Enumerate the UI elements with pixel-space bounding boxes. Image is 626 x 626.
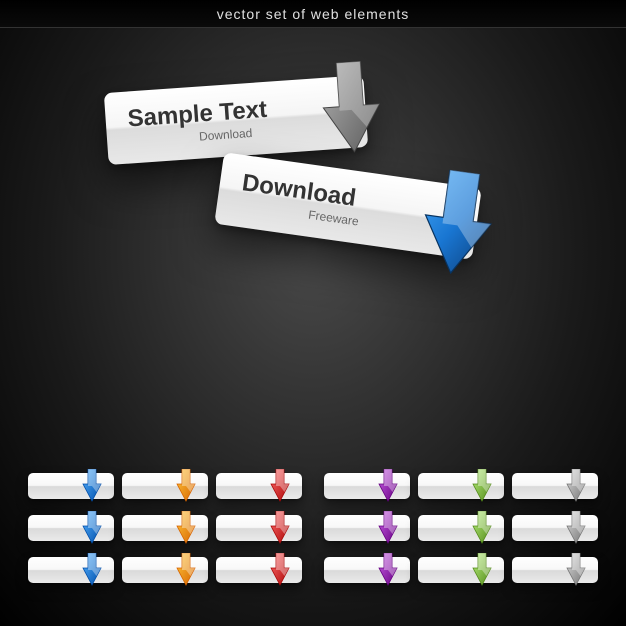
arrow-down-icon xyxy=(176,511,196,550)
small-download-button[interactable] xyxy=(418,515,504,541)
arrow-down-icon xyxy=(82,511,102,550)
header-bar: vector set of web elements xyxy=(0,0,626,28)
small-download-button[interactable] xyxy=(216,557,302,583)
small-download-button[interactable] xyxy=(418,557,504,583)
stage: Sample Text Download Download Freeware xyxy=(0,28,626,626)
arrow-down-icon xyxy=(566,469,586,508)
arrow-down-icon xyxy=(270,511,290,550)
small-download-button[interactable] xyxy=(216,515,302,541)
arrow-down-icon xyxy=(270,469,290,508)
arrow-down-icon xyxy=(378,511,398,550)
small-download-button[interactable] xyxy=(418,473,504,499)
arrow-down-icon xyxy=(378,469,398,508)
arrow-down-icon xyxy=(413,167,502,289)
small-download-button[interactable] xyxy=(122,473,208,499)
small-download-button[interactable] xyxy=(216,473,302,499)
featured-button-download[interactable]: Download Freeware xyxy=(214,152,481,259)
small-download-button[interactable] xyxy=(324,557,410,583)
small-download-button[interactable] xyxy=(512,557,598,583)
arrow-down-icon xyxy=(316,60,387,165)
page-title: vector set of web elements xyxy=(217,6,410,22)
arrow-down-icon xyxy=(82,469,102,508)
button-grid-right xyxy=(324,470,598,586)
arrow-down-icon xyxy=(566,553,586,592)
small-download-button[interactable] xyxy=(28,473,114,499)
small-download-button[interactable] xyxy=(324,473,410,499)
arrow-down-icon xyxy=(472,469,492,508)
small-download-button[interactable] xyxy=(512,515,598,541)
small-download-button[interactable] xyxy=(122,557,208,583)
arrow-down-icon xyxy=(82,553,102,592)
small-download-button[interactable] xyxy=(512,473,598,499)
arrow-down-icon xyxy=(176,553,196,592)
arrow-down-icon xyxy=(176,469,196,508)
arrow-down-icon xyxy=(378,553,398,592)
arrow-down-icon xyxy=(566,511,586,550)
small-download-button[interactable] xyxy=(324,515,410,541)
arrow-down-icon xyxy=(270,553,290,592)
featured-button-sample[interactable]: Sample Text Download xyxy=(104,75,368,165)
button-grid-left xyxy=(28,470,302,586)
small-download-button[interactable] xyxy=(122,515,208,541)
arrow-down-icon xyxy=(472,511,492,550)
small-download-button[interactable] xyxy=(28,515,114,541)
small-download-button[interactable] xyxy=(28,557,114,583)
arrow-down-icon xyxy=(472,553,492,592)
